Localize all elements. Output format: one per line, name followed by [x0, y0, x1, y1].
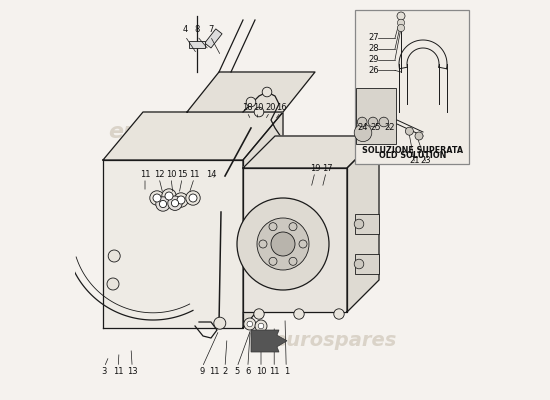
Circle shape: [156, 197, 170, 211]
Text: 10: 10: [256, 367, 266, 376]
Circle shape: [334, 309, 344, 319]
Circle shape: [255, 320, 267, 332]
Polygon shape: [187, 72, 315, 112]
Text: 6: 6: [245, 367, 250, 376]
Bar: [189, 41, 205, 48]
Polygon shape: [243, 112, 283, 328]
Bar: [355, 214, 379, 234]
Circle shape: [108, 250, 120, 262]
Circle shape: [177, 196, 185, 204]
Circle shape: [379, 117, 389, 127]
Circle shape: [269, 257, 277, 265]
Bar: [355, 10, 469, 164]
Text: 28: 28: [368, 44, 379, 53]
Circle shape: [269, 223, 277, 231]
Text: 1: 1: [284, 367, 290, 376]
Text: 26: 26: [368, 66, 379, 75]
Polygon shape: [243, 136, 379, 168]
Text: 23: 23: [421, 156, 432, 165]
Circle shape: [237, 198, 329, 290]
Circle shape: [150, 191, 164, 205]
Circle shape: [415, 132, 423, 140]
Text: 4: 4: [183, 26, 188, 34]
Circle shape: [186, 191, 200, 205]
Circle shape: [294, 309, 304, 319]
Circle shape: [259, 240, 267, 248]
Text: eurospares: eurospares: [273, 330, 397, 350]
Bar: [355, 254, 379, 274]
Polygon shape: [347, 136, 379, 312]
Polygon shape: [243, 168, 347, 312]
Text: 10: 10: [253, 104, 263, 112]
Circle shape: [189, 194, 197, 202]
Circle shape: [153, 194, 161, 202]
Text: 25: 25: [371, 124, 381, 132]
Circle shape: [398, 19, 405, 26]
Circle shape: [354, 124, 372, 142]
Polygon shape: [251, 330, 287, 352]
Text: 8: 8: [194, 26, 200, 34]
Circle shape: [358, 117, 367, 127]
Text: 24: 24: [358, 124, 368, 132]
Text: 19: 19: [310, 164, 320, 172]
Circle shape: [172, 200, 179, 207]
Text: 16: 16: [276, 104, 287, 112]
Circle shape: [397, 12, 405, 20]
Bar: [356, 88, 396, 144]
Circle shape: [354, 219, 364, 229]
Circle shape: [289, 223, 297, 231]
Circle shape: [160, 200, 167, 208]
Text: 9: 9: [200, 367, 205, 376]
Circle shape: [244, 318, 256, 330]
Text: 27: 27: [368, 34, 379, 42]
Circle shape: [405, 127, 414, 135]
Text: 3: 3: [102, 367, 107, 376]
Text: 11: 11: [269, 367, 279, 376]
Circle shape: [262, 87, 272, 97]
Circle shape: [258, 323, 264, 329]
Text: 22: 22: [384, 124, 395, 132]
Circle shape: [168, 196, 182, 210]
Circle shape: [289, 257, 297, 265]
Text: 2: 2: [222, 367, 228, 376]
Text: 14: 14: [206, 170, 216, 178]
Circle shape: [165, 192, 173, 200]
Text: eurospares: eurospares: [109, 122, 249, 142]
Circle shape: [174, 193, 188, 207]
Text: 12: 12: [154, 170, 164, 178]
Circle shape: [254, 309, 264, 319]
Circle shape: [214, 317, 226, 329]
Text: 5: 5: [234, 367, 240, 376]
Text: 21: 21: [409, 156, 420, 165]
Circle shape: [107, 278, 119, 290]
Polygon shape: [103, 160, 243, 328]
Text: 20: 20: [265, 104, 276, 112]
Text: eurospares: eurospares: [109, 302, 249, 322]
Text: SOLUZIONE SUPERATA: SOLUZIONE SUPERATA: [362, 146, 463, 155]
Bar: [205, 29, 222, 48]
Polygon shape: [103, 112, 283, 160]
Text: OLD SOLUTION: OLD SOLUTION: [378, 152, 446, 160]
Text: 15: 15: [177, 170, 188, 178]
Text: 11: 11: [113, 367, 123, 376]
Text: 18: 18: [241, 104, 252, 112]
Text: 11: 11: [209, 367, 219, 376]
Circle shape: [254, 107, 264, 117]
Circle shape: [299, 240, 307, 248]
Text: 10: 10: [166, 170, 176, 178]
Circle shape: [257, 218, 309, 270]
Circle shape: [368, 117, 378, 127]
Text: 11: 11: [140, 170, 150, 178]
Text: 11: 11: [189, 170, 200, 178]
Text: 7: 7: [208, 26, 214, 34]
Circle shape: [354, 259, 364, 269]
Circle shape: [246, 97, 256, 107]
Circle shape: [271, 232, 295, 256]
Text: 17: 17: [322, 164, 332, 172]
Circle shape: [247, 321, 252, 327]
Circle shape: [398, 24, 405, 32]
Circle shape: [162, 189, 176, 203]
Text: 29: 29: [368, 55, 379, 64]
Text: 13: 13: [127, 367, 138, 376]
